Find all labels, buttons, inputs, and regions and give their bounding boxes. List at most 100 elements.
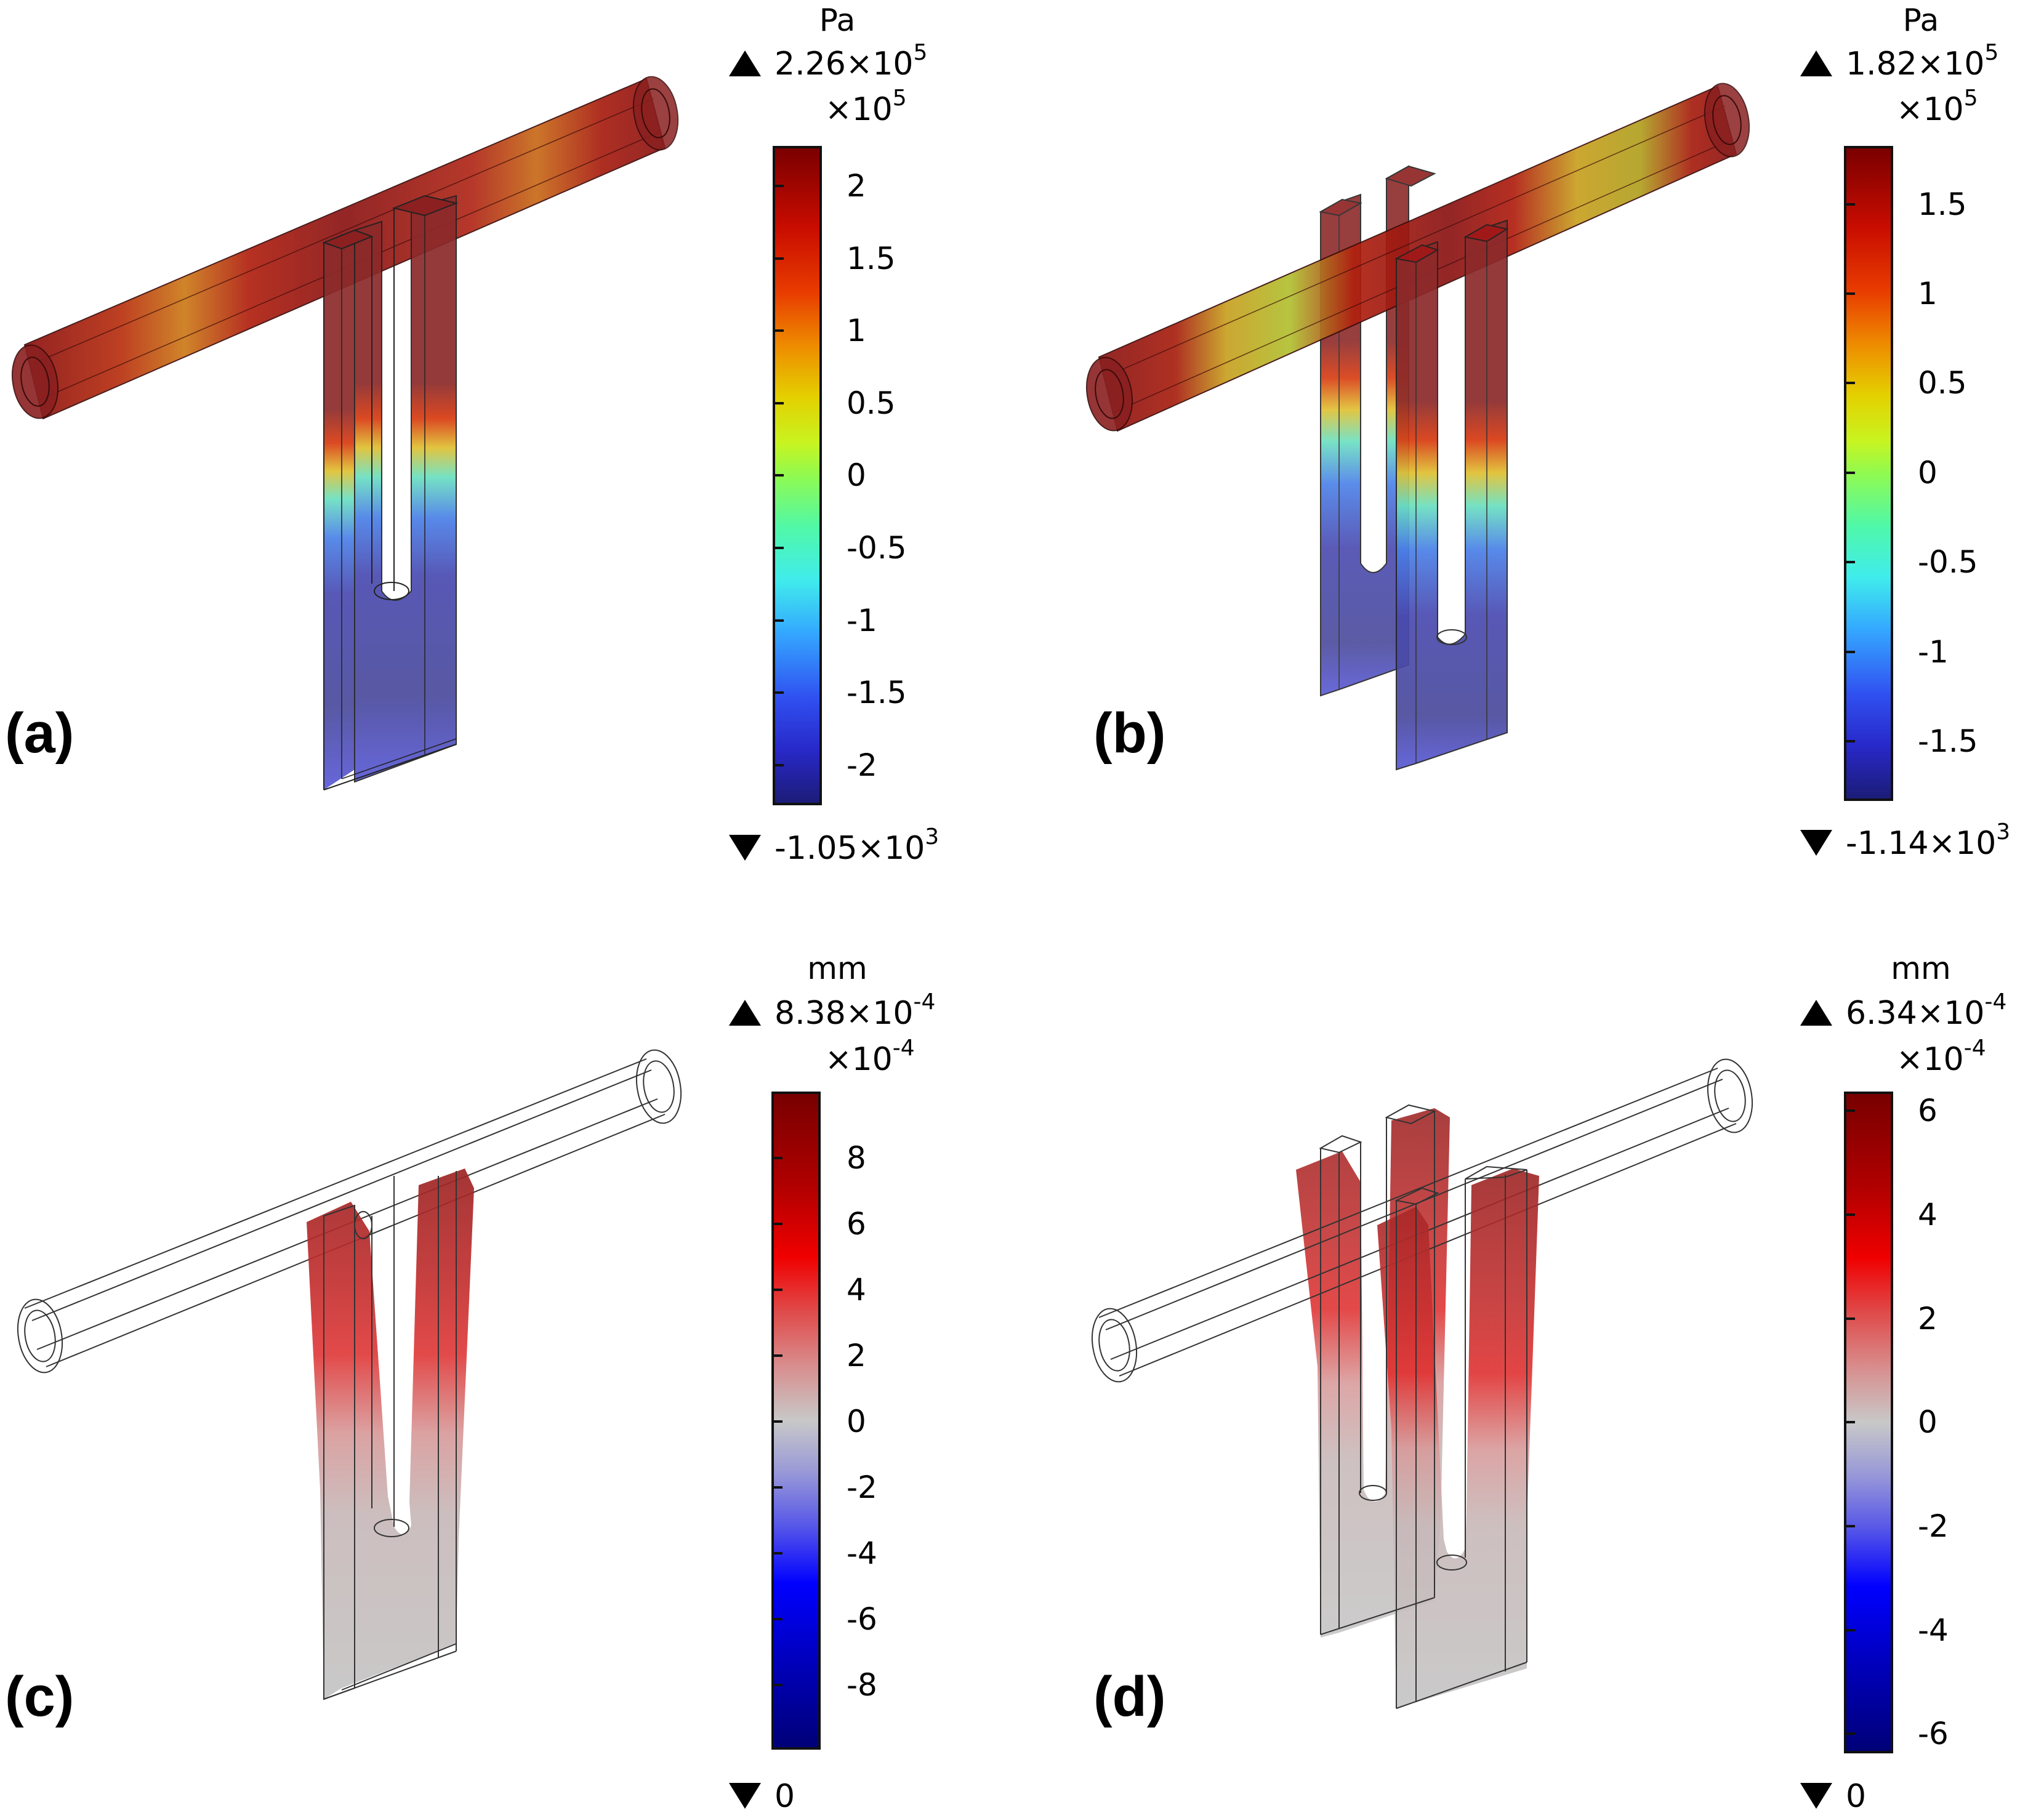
displacement-plot-single-fork xyxy=(17,1049,682,1700)
colorbar-max: 8.38×10-4 xyxy=(729,991,935,1029)
colorbar-gradient xyxy=(771,1092,821,1750)
tick-label: -1.5 xyxy=(847,675,907,710)
colorbar-multiplier: ×10-4 xyxy=(825,1036,915,1078)
triangle-up-icon xyxy=(729,1000,761,1026)
tick-mark xyxy=(774,1289,783,1291)
fork-deformed xyxy=(307,1168,474,1699)
tick-label: -2 xyxy=(847,747,877,783)
tick-label: -4 xyxy=(1918,1612,1949,1648)
fork-outline-undeformed xyxy=(323,1171,457,1700)
tick-label: 2 xyxy=(1918,1301,1937,1337)
triangle-up-icon xyxy=(729,50,761,76)
tick-label: -0.5 xyxy=(1918,544,1978,580)
colorbar-c: mm 8.38×10-4 ×10-4 8 6 4 2 0 -2 -4 -6 -8… xyxy=(726,936,1004,1818)
pressure-plot-single-fork xyxy=(12,76,679,790)
tick-mark xyxy=(1846,1629,1855,1631)
tick-mark xyxy=(1846,740,1855,742)
tick-mark xyxy=(1846,292,1855,295)
tick-label: 0 xyxy=(847,457,866,493)
triangle-up-icon xyxy=(1800,50,1832,76)
tick-label: 2 xyxy=(847,1338,866,1374)
tick-label: -2 xyxy=(847,1470,877,1505)
colorbar-unit: Pa xyxy=(819,2,856,38)
tick-label: -6 xyxy=(1918,1716,1949,1752)
triangle-down-icon xyxy=(1800,1783,1832,1809)
tick-mark xyxy=(1846,382,1855,384)
tick-mark xyxy=(775,691,784,694)
tick-mark xyxy=(775,257,784,260)
colorbar-multiplier: ×105 xyxy=(825,86,907,128)
tick-label: 6 xyxy=(847,1206,866,1242)
panel-c: (c) mm 8.38×10-4 ×10-4 8 6 4 2 0 -2 -4 -… xyxy=(0,936,1022,1818)
tick-mark xyxy=(774,1223,783,1225)
tick-mark xyxy=(774,1354,783,1357)
tick-label: 8 xyxy=(847,1140,866,1176)
fork-plate xyxy=(322,195,459,790)
panel-a: (a) Pa 2.26×105 ×105 2 1.5 1 0.5 0 -0.5 … xyxy=(0,0,1022,905)
tick-label: -1 xyxy=(847,603,877,638)
colorbar-min: -1.05×103 xyxy=(729,826,939,864)
pressure-plot-double-fork xyxy=(1086,82,1750,771)
colorbar-multiplier: ×105 xyxy=(1896,86,1978,128)
colorbar-min: 0 xyxy=(1800,1780,1866,1812)
tick-label: 0 xyxy=(1918,455,1937,491)
tick-label: 1 xyxy=(847,313,866,348)
tick-mark xyxy=(1846,1525,1855,1527)
colorbar-d: mm 6.34×10-4 ×10-4 6 4 2 0 -2 -4 -6 0 xyxy=(1785,936,2044,1818)
colorbar-max: 2.26×105 xyxy=(729,42,927,80)
fork-deformed-front xyxy=(1377,1168,1539,1708)
tick-mark xyxy=(1846,651,1855,653)
panel-b: (b) Pa 1.82×105 ×105 1.5 1 0.5 0 -0.5 -1… xyxy=(1071,0,2044,905)
tick-label: 0.5 xyxy=(847,385,896,421)
tick-mark xyxy=(1846,1317,1855,1320)
fork-outline-undeformed xyxy=(1319,1104,1527,1709)
tick-mark xyxy=(1846,1732,1855,1735)
tick-label: 0 xyxy=(847,1404,866,1439)
tick-label: 0 xyxy=(1918,1404,1937,1440)
tick-mark xyxy=(1846,1109,1855,1112)
colorbar-unit: mm xyxy=(807,951,867,986)
tick-mark xyxy=(775,185,784,187)
panel-label-d: (d) xyxy=(1093,1665,1166,1728)
colorbar-unit: Pa xyxy=(1902,2,1939,38)
tick-label: 0.5 xyxy=(1918,365,1967,401)
tick-mark xyxy=(775,547,784,549)
colorbar-multiplier: ×10-4 xyxy=(1896,1036,1986,1078)
tick-mark xyxy=(1846,1213,1855,1216)
triangle-up-icon xyxy=(1800,1000,1832,1026)
tick-mark xyxy=(774,1157,783,1159)
tick-label: 4 xyxy=(847,1272,866,1308)
tick-label: 1.5 xyxy=(847,241,896,276)
tick-mark xyxy=(1846,1421,1855,1423)
tick-label: -6 xyxy=(847,1601,877,1637)
tick-mark xyxy=(774,1420,783,1423)
tick-mark xyxy=(775,474,784,477)
panel-d: (d) mm 6.34×10-4 ×10-4 6 4 2 0 -2 -4 -6 … xyxy=(1071,936,2044,1818)
panel-label-b: (b) xyxy=(1093,702,1166,765)
tick-label: 2 xyxy=(847,168,866,204)
colorbar-b: Pa 1.82×105 ×105 1.5 1 0.5 0 -0.5 -1 -1.… xyxy=(1785,0,2044,887)
colorbar-min: -1.14×103 xyxy=(1800,821,2010,859)
tick-label: 1.5 xyxy=(1918,187,1967,222)
tick-mark xyxy=(774,1618,783,1620)
panel-label-c: (c) xyxy=(5,1665,74,1728)
tick-mark xyxy=(1846,561,1855,563)
tick-label: -4 xyxy=(847,1535,877,1571)
tick-label: 6 xyxy=(1918,1093,1937,1128)
colorbar-max: 1.82×105 xyxy=(1800,42,1998,80)
tick-mark xyxy=(775,402,784,404)
tick-label: 4 xyxy=(1918,1197,1937,1233)
tick-mark xyxy=(775,329,784,332)
fork-plate-front xyxy=(1394,219,1509,771)
tick-mark xyxy=(774,1552,783,1555)
colorbar-max: 6.34×10-4 xyxy=(1800,991,2006,1029)
triangle-down-icon xyxy=(729,1783,761,1809)
tick-label: -8 xyxy=(847,1667,877,1703)
tick-label: 1 xyxy=(1918,276,1937,312)
colorbar-unit: mm xyxy=(1891,951,1951,986)
displacement-plot-double-fork xyxy=(1091,1058,1753,1709)
tick-label: -1 xyxy=(1918,634,1949,670)
tick-label: -0.5 xyxy=(847,530,907,566)
tick-label: -1.5 xyxy=(1918,723,1978,759)
triangle-down-icon xyxy=(1800,830,1832,856)
